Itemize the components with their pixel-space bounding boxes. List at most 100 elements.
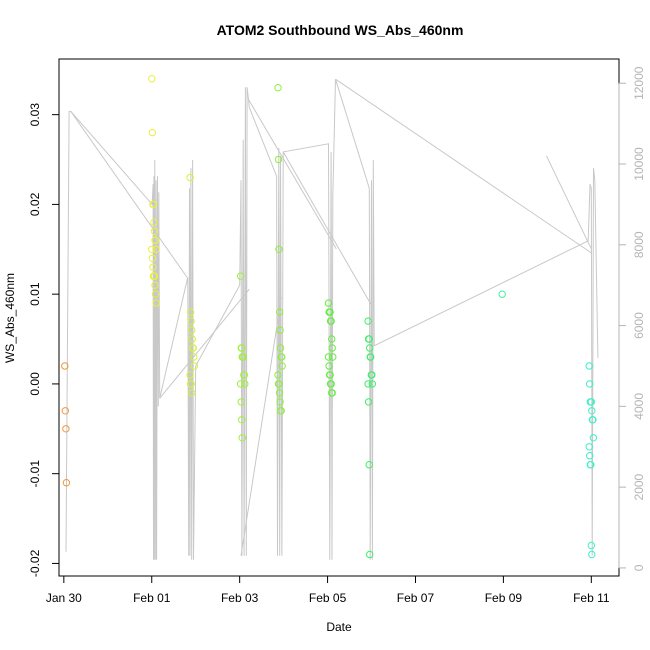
data-point-g4-11 <box>275 380 283 388</box>
data-point-g4-8 <box>278 362 286 370</box>
data-point-g4-1 <box>274 155 283 164</box>
x-tick-label-1: Feb 01 <box>133 591 171 605</box>
data-point-g6-8 <box>368 380 376 388</box>
y2-tick-label-5: 10000 <box>632 147 646 181</box>
data-point-g6-9 <box>364 380 372 388</box>
data-point-g1-11 <box>149 263 157 271</box>
data-point-g3-2 <box>238 344 246 352</box>
secondary-series-segment-4 <box>282 151 372 306</box>
y-tick-label-0: -0.02 <box>28 549 42 577</box>
data-point-g8-1 <box>586 380 594 388</box>
data-point-g3-11 <box>238 416 246 424</box>
y-tick-label-5: 0.03 <box>28 103 42 127</box>
data-point-g1-4 <box>150 218 158 227</box>
data-point-g0-0 <box>61 362 69 370</box>
data-point-g4-12 <box>275 389 284 397</box>
data-point-g0-3 <box>62 479 71 487</box>
data-point-g3-5 <box>239 353 248 361</box>
data-point-g4-15 <box>277 407 285 415</box>
y-axis-label: WS_Abs_460nm <box>3 273 17 363</box>
data-points-layer <box>61 75 598 559</box>
data-point-g2-0 <box>186 173 194 182</box>
secondary-y-axis: 0 2000 4000 6000 8000 10000 12000 <box>618 66 646 571</box>
data-point-g4-9 <box>274 371 282 379</box>
secondary-series-segment-1 <box>70 111 188 278</box>
plot-frame <box>58 58 620 577</box>
y-axis: -0.02 -0.01 0.00 0.01 0.02 0.03 <box>28 103 60 577</box>
data-point-g4-7 <box>278 353 286 361</box>
data-point-g2-6 <box>189 344 197 352</box>
data-point-g3-12 <box>238 434 246 442</box>
data-point-g5-10 <box>325 362 333 370</box>
data-point-g3-0 <box>236 272 245 280</box>
y-tick-label-4: 0.02 <box>28 192 42 216</box>
secondary-series-segment-0 <box>159 288 250 399</box>
x-tick-label-6: Feb 11 <box>573 591 610 605</box>
data-point-g0-2 <box>62 425 70 433</box>
data-point-g8-13 <box>587 541 595 550</box>
data-point-g1-0 <box>148 75 156 83</box>
data-point-g6-3 <box>366 344 374 352</box>
data-point-g5-3 <box>326 308 334 316</box>
data-point-g6-2 <box>365 335 373 343</box>
secondary-series-segment-6 <box>546 155 592 250</box>
data-point-g8-9 <box>585 443 593 451</box>
data-point-g4-0 <box>274 84 282 92</box>
y-tick-label-3: 0.01 <box>28 282 42 306</box>
data-point-g2-11 <box>187 380 195 388</box>
data-point-g8-10 <box>586 452 594 460</box>
data-point-g5-9 <box>324 353 333 361</box>
secondary-series-segment-3 <box>335 78 592 254</box>
data-point-g5-8 <box>329 353 337 361</box>
data-point-g0-1 <box>61 407 70 415</box>
y2-tick-label-3: 6000 <box>632 312 646 339</box>
data-point-g1-1 <box>148 128 157 137</box>
x-axis-label: Date <box>326 620 352 634</box>
data-point-g1-3 <box>149 200 158 209</box>
x-tick-label-3: Feb 05 <box>309 591 347 605</box>
data-point-g2-7 <box>190 353 198 361</box>
data-point-g5-16 <box>328 389 336 397</box>
secondary-series-line <box>65 79 599 560</box>
data-point-g4-3 <box>275 308 284 316</box>
data-point-g2-8 <box>190 362 199 370</box>
data-point-g2-9 <box>186 371 194 379</box>
data-point-g4-2 <box>275 245 283 254</box>
data-point-g8-4 <box>587 398 595 406</box>
data-point-g2-1 <box>186 308 195 316</box>
data-point-g1-7 <box>151 236 160 245</box>
data-point-g2-3 <box>188 326 196 334</box>
data-point-g4-13 <box>276 398 284 406</box>
data-point-g3-10 <box>237 398 245 406</box>
x-tick-label-0: Jan 30 <box>46 591 82 605</box>
secondary-series-line-layer <box>65 78 599 560</box>
secondary-series-segment-5 <box>240 297 282 556</box>
y2-tick-label-6: 12000 <box>632 66 646 100</box>
data-point-g7-0 <box>498 290 506 298</box>
y-tick-label-1: -0.01 <box>28 460 42 488</box>
y2-tick-label-0: 0 <box>632 564 646 571</box>
data-point-g5-5 <box>327 317 335 325</box>
x-tick-label-4: Feb 07 <box>397 591 435 605</box>
y-tick-label-2: 0.00 <box>28 372 42 396</box>
data-point-g5-12 <box>326 371 334 379</box>
data-point-g4-5 <box>276 344 285 352</box>
data-point-g3-8 <box>241 380 249 388</box>
secondary-series-segment-2 <box>248 99 337 250</box>
data-point-g2-4 <box>188 335 196 343</box>
data-point-g5-0 <box>324 299 333 307</box>
y2-tick-label-2: 4000 <box>632 393 646 420</box>
data-point-g6-12 <box>366 550 374 559</box>
data-point-g1-10 <box>148 254 157 262</box>
data-point-g3-7 <box>240 371 249 379</box>
data-point-g6-5 <box>367 353 375 361</box>
data-point-g8-8 <box>589 434 598 442</box>
data-point-g8-12 <box>587 461 595 469</box>
data-point-g1-8 <box>152 245 160 254</box>
data-point-g5-6 <box>328 335 336 343</box>
data-point-g5-7 <box>328 344 336 352</box>
chart-title: ATOM2 Southbound WS_Abs_460nm <box>217 22 464 38</box>
data-point-g3-9 <box>236 380 245 388</box>
data-point-g4-4 <box>276 326 284 334</box>
